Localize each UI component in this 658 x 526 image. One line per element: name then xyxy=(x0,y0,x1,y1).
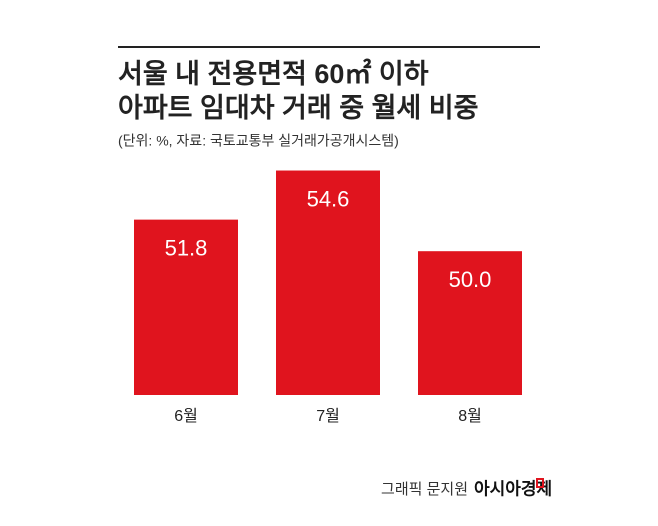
brand: 아시아경제 xyxy=(474,479,552,498)
x-tick-label: 6월 xyxy=(174,407,198,425)
value-label: 51.8 xyxy=(165,235,208,260)
value-label: 50.0 xyxy=(449,267,492,292)
bar xyxy=(418,251,522,395)
chart-title: 서울 내 전용면적 60㎡ 이하 xyxy=(118,58,429,89)
bar xyxy=(276,170,380,395)
bar xyxy=(134,219,238,395)
x-tick-label: 7월 xyxy=(316,407,340,425)
x-tick-label: 8월 xyxy=(458,407,482,425)
brand-mark xyxy=(536,478,544,488)
chart-subtitle: (단위: %, 자료: 국토교통부 실거래가공개시스템) xyxy=(118,133,399,149)
credit: 그래픽 문지원 xyxy=(381,481,468,498)
value-label: 54.6 xyxy=(307,186,350,211)
chart-title: 아파트 임대차 거래 중 월세 비중 xyxy=(118,93,478,123)
